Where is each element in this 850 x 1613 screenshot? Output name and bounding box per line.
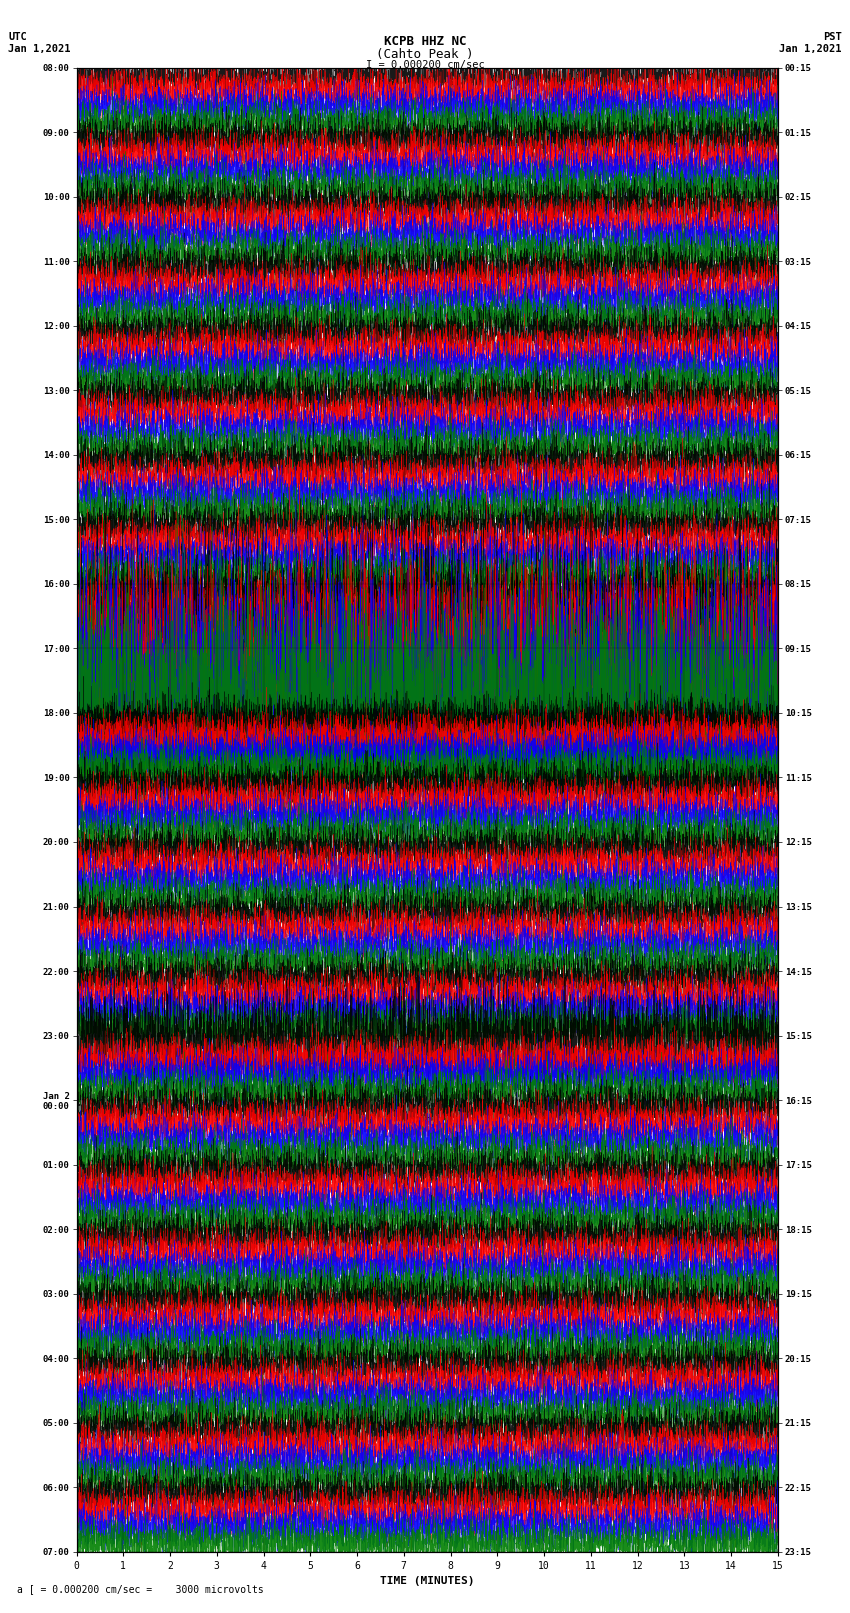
Text: Jan 1,2021: Jan 1,2021 [779,44,842,53]
Text: I = 0.000200 cm/sec: I = 0.000200 cm/sec [366,60,484,69]
Text: UTC: UTC [8,32,27,42]
Text: (Cahto Peak ): (Cahto Peak ) [377,48,473,61]
Text: KCPB HHZ NC: KCPB HHZ NC [383,35,467,48]
Text: Jan 1,2021: Jan 1,2021 [8,44,71,53]
X-axis label: TIME (MINUTES): TIME (MINUTES) [380,1576,474,1586]
Text: PST: PST [823,32,842,42]
Text: a [ = 0.000200 cm/sec =    3000 microvolts: a [ = 0.000200 cm/sec = 3000 microvolts [17,1584,264,1594]
